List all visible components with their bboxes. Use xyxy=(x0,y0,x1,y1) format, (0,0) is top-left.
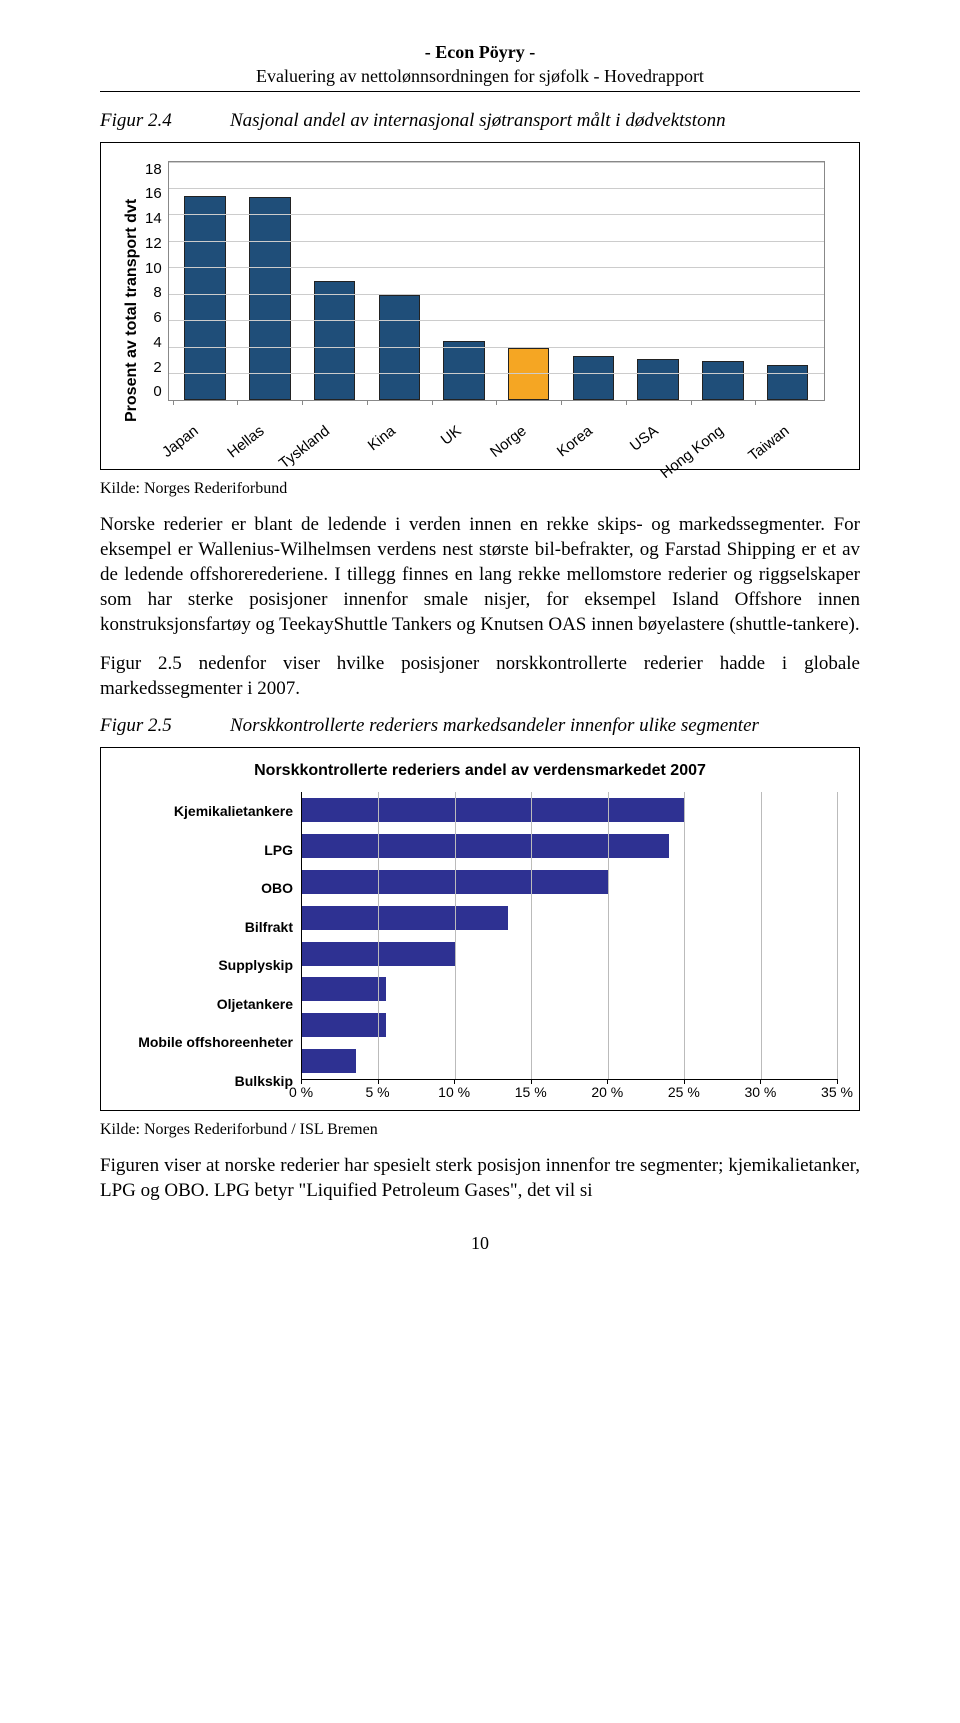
bar-uk xyxy=(443,341,484,399)
bar-tyskland xyxy=(314,281,355,400)
figure2-chart-title: Norskkontrollerte rederiers andel av ver… xyxy=(123,762,837,780)
bar-japan xyxy=(184,196,225,400)
hbar-label-bilfrakt: Bilfrakt xyxy=(245,909,293,945)
figure2-number: Figur 2.5 xyxy=(100,715,190,737)
header-rule xyxy=(100,91,860,92)
figure1-bars xyxy=(169,162,824,400)
hbar-label-obo: OBO xyxy=(261,870,293,906)
paragraph-3: Figuren viser at norske rederier har spe… xyxy=(100,1153,860,1203)
figure1-yticks: 181614121086420 xyxy=(145,161,168,401)
figure2-source: Kilde: Norges Rederiforbund / ISL Bremen xyxy=(100,1121,860,1139)
bar-korea xyxy=(573,356,614,400)
hbar-kjemikalietankere xyxy=(302,798,684,822)
hbar-bilfrakt xyxy=(302,906,508,930)
figure1-xticks: JapanHellasTysklandKinaUKNorgeKoreaUSAHo… xyxy=(168,401,825,459)
brand: - Econ Pöyry - xyxy=(100,40,860,64)
bar-hong-kong xyxy=(702,361,743,399)
hbar-label-kjemikalietankere: Kjemikalietankere xyxy=(174,793,293,829)
hbar-lpg xyxy=(302,834,669,858)
figure2-xticks: 0 %5 %10 %15 %20 %25 %30 %35 % xyxy=(301,1080,837,1100)
hbar-oljetankere xyxy=(302,977,386,1001)
bar-taiwan xyxy=(767,365,808,399)
figure2-bars xyxy=(302,792,837,1079)
figure2-plot xyxy=(301,792,837,1080)
hbar-bulkskip xyxy=(302,1049,356,1073)
bar-usa xyxy=(637,359,678,400)
doc-header: - Econ Pöyry - Evaluering av nettolønnso… xyxy=(100,40,860,92)
hbar-label-oljetankere: Oljetankere xyxy=(217,986,293,1022)
paragraph-2: Figur 2.5 nedenfor viser hvilke posisjon… xyxy=(100,651,860,701)
hbar-label-bulkskip: Bulkskip xyxy=(235,1063,293,1099)
figure1-number: Figur 2.4 xyxy=(100,110,190,132)
hbar-label-lpg: LPG xyxy=(264,832,293,868)
hbar-label-supplyskip: Supplyskip xyxy=(218,947,293,983)
hbar-label-mobile-offshoreenheter: Mobile offshoreenheter xyxy=(138,1024,293,1060)
figure2-ylabels: Kjemikalietankere LPGOBOBilfraktSupplyski… xyxy=(123,792,301,1100)
figure1-chart: Prosent av total transport dvt 181614121… xyxy=(100,142,860,470)
paragraph-1: Norske rederier er blant de ledende i ve… xyxy=(100,512,860,637)
figure1-plot xyxy=(168,161,825,401)
hbar-mobile-offshoreenheter xyxy=(302,1013,386,1037)
subtitle: Evaluering av nettolønnsordningen for sj… xyxy=(100,64,860,88)
figure1-ylabel: Prosent av total transport dvt xyxy=(119,161,145,459)
page-number: 10 xyxy=(100,1233,860,1254)
figure2-caption: Figur 2.5 Norskkontrollerte rederiers ma… xyxy=(100,715,860,737)
figure1-source: Kilde: Norges Rederiforbund xyxy=(100,480,860,498)
bar-hellas xyxy=(249,197,290,399)
figure1-title: Nasjonal andel av internasjonal sjøtrans… xyxy=(230,110,860,132)
figure2-chart: Norskkontrollerte rederiers andel av ver… xyxy=(100,747,860,1111)
figure2-title: Norskkontrollerte rederiers markedsandel… xyxy=(230,715,860,737)
figure1-caption: Figur 2.4 Nasjonal andel av internasjona… xyxy=(100,110,860,132)
